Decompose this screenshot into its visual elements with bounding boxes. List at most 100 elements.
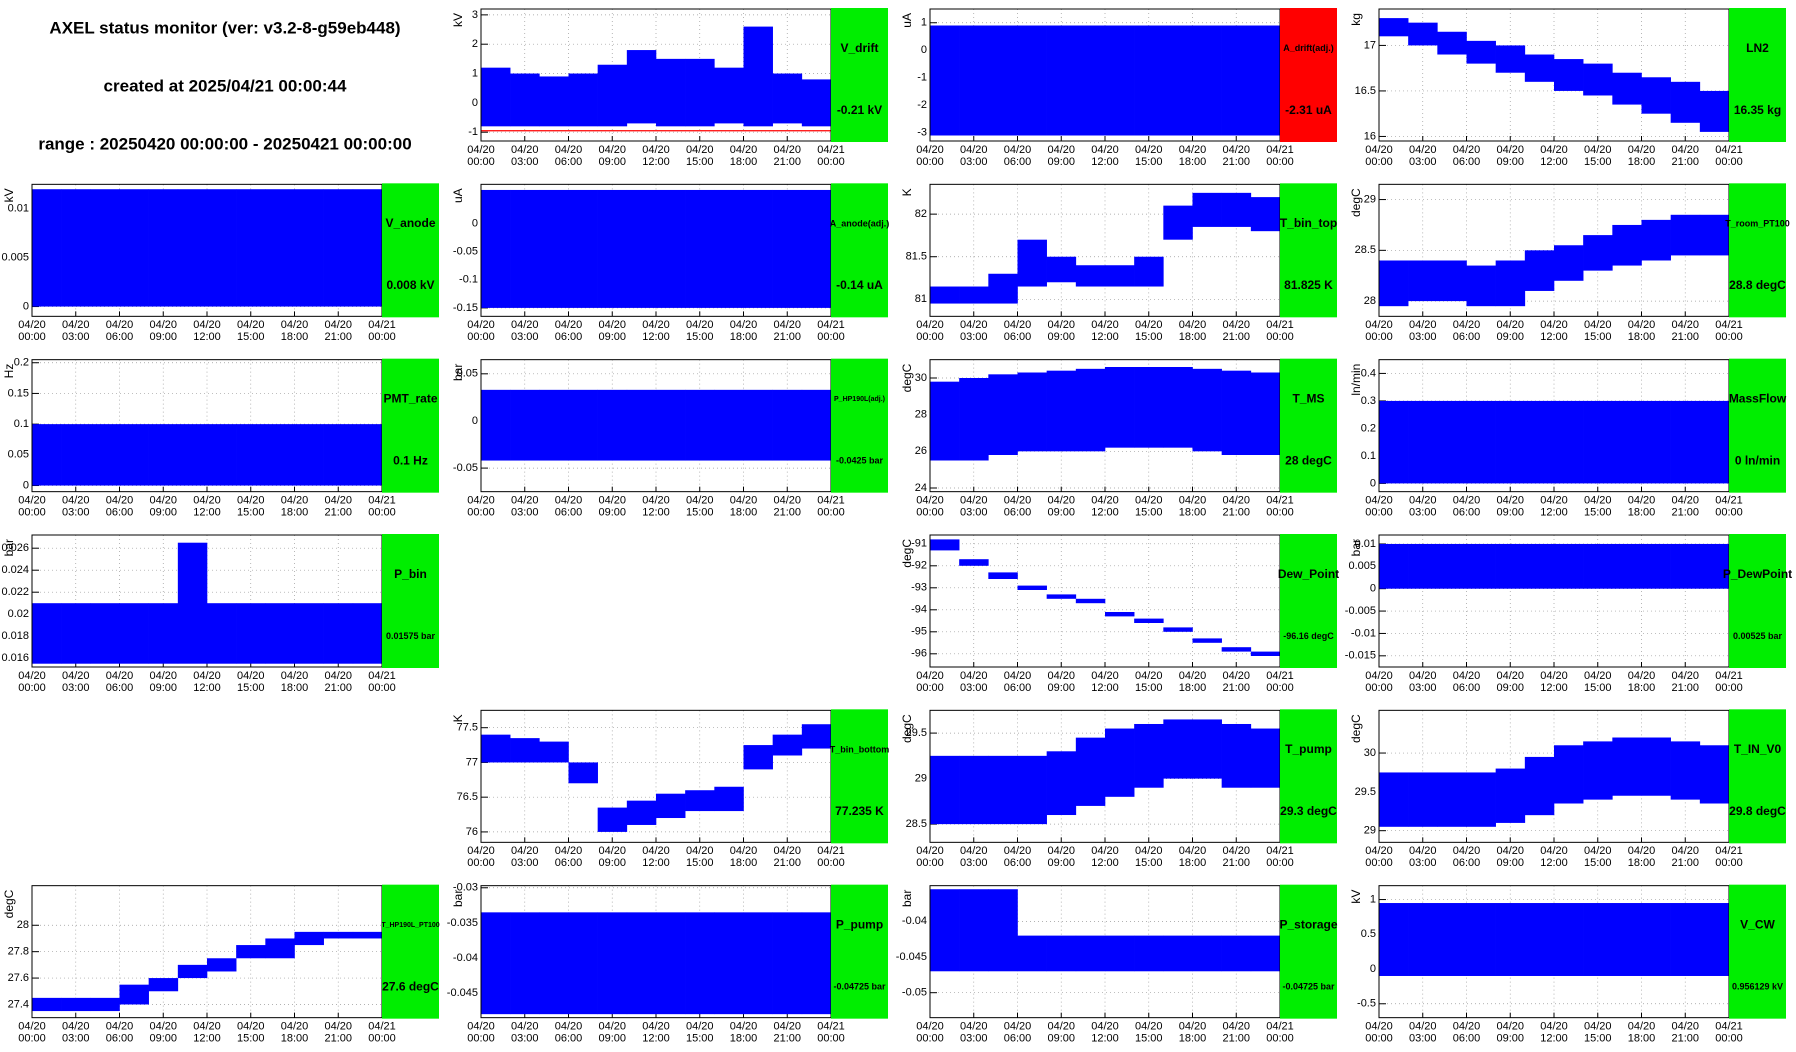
x-tick-time: 15:00	[686, 857, 714, 869]
x-tick-date: 04/20	[1496, 495, 1524, 507]
y-tick-label: 76	[466, 826, 478, 838]
data-band	[481, 912, 511, 1015]
x-tick-time: 12:00	[1091, 156, 1119, 168]
x-tick-date: 04/20	[1047, 495, 1075, 507]
x-tick-date: 04/20	[511, 319, 539, 331]
x-tick-time: 21:00	[773, 857, 801, 869]
x-tick-date: 04/20	[773, 319, 801, 331]
data-band	[1495, 45, 1526, 73]
data-band	[685, 389, 715, 461]
x-tick-date: 04/20	[916, 495, 944, 507]
x-tick-time: 09:00	[1496, 507, 1524, 519]
data-band	[1612, 400, 1642, 484]
x-tick-date: 04/20	[106, 1021, 134, 1033]
y-tick-label: 0.15	[8, 387, 29, 399]
data-band	[714, 67, 744, 124]
x-tick-date: 04/20	[1671, 1021, 1699, 1033]
x-tick-date: 04/20	[686, 319, 714, 331]
x-tick-time: 18:00	[1179, 682, 1207, 694]
status-name: P_pump	[836, 917, 883, 931]
y-tick-label: -1	[468, 126, 478, 138]
x-tick-date: 04/20	[1047, 144, 1075, 156]
status-name: T_room_PT100	[1725, 218, 1790, 228]
data-band	[236, 424, 266, 486]
x-tick-time: 21:00	[1222, 507, 1250, 519]
y-tick-label: 2	[472, 38, 478, 50]
x-tick-date: 04/20	[916, 845, 944, 857]
data-band	[1583, 63, 1613, 96]
status-value: -0.14 uA	[836, 278, 883, 292]
x-tick-time: 15:00	[1584, 156, 1612, 168]
x-tick-time: 00:00	[916, 682, 944, 694]
data-band	[988, 755, 1018, 825]
x-tick-time: 15:00	[1584, 331, 1612, 343]
x-tick-date: 04/20	[1453, 144, 1481, 156]
y-tick-label: 27.4	[8, 998, 29, 1010]
data-band	[236, 603, 266, 664]
x-tick-date: 04/20	[642, 319, 670, 331]
y-tick-label: 0.01	[1355, 538, 1376, 550]
data-band	[1437, 903, 1467, 976]
x-tick-date: 04/20	[1004, 670, 1032, 682]
data-band	[61, 603, 91, 664]
x-tick-time: 03:00	[62, 1033, 90, 1045]
status-box	[1280, 358, 1337, 493]
data-band	[1379, 18, 1409, 37]
data-band	[177, 964, 208, 979]
y-tick-label: -0.005	[1345, 605, 1376, 617]
x-tick-time: 21:00	[324, 507, 352, 519]
x-tick-date: 04/20	[598, 845, 626, 857]
data-band	[1017, 372, 1047, 452]
x-tick-date: 04/20	[1135, 495, 1163, 507]
x-tick-time: 09:00	[149, 682, 177, 694]
x-tick-date: 04/20	[1496, 670, 1524, 682]
x-tick-date: 04/20	[1496, 144, 1524, 156]
status-box	[831, 358, 888, 493]
data-band	[510, 912, 540, 1015]
x-tick-date: 04/20	[1409, 144, 1437, 156]
x-tick-date: 04/20	[106, 319, 134, 331]
x-tick-time: 18:00	[281, 682, 309, 694]
x-tick-time: 09:00	[1047, 331, 1075, 343]
data-band	[988, 25, 1018, 136]
data-band	[743, 189, 773, 308]
data-band	[801, 79, 832, 127]
status-value: 29.3 degC	[1280, 804, 1337, 818]
data-band	[1250, 651, 1281, 656]
data-band	[1583, 903, 1613, 976]
data-band	[1524, 903, 1555, 976]
x-tick-date: 04/20	[1179, 495, 1207, 507]
data-band	[510, 189, 540, 308]
y-tick-label: 0.02	[8, 608, 29, 620]
data-band	[119, 424, 149, 486]
data-band	[568, 189, 598, 308]
x-tick-time: 21:00	[1671, 156, 1699, 168]
data-band	[959, 889, 989, 972]
data-band	[510, 738, 540, 763]
data-band	[1250, 728, 1281, 788]
x-tick-time: 06:00	[1453, 156, 1481, 168]
data-band	[626, 912, 657, 1015]
panel: 04/2000:0004/2003:0004/2006:0004/2009:00…	[1349, 358, 1787, 519]
data-band	[1105, 265, 1135, 287]
x-tick-time: 15:00	[1584, 507, 1612, 519]
data-band	[1192, 638, 1222, 643]
x-tick-time: 03:00	[960, 507, 988, 519]
x-tick-time: 00:00	[817, 857, 845, 869]
x-tick-time: 00:00	[1715, 156, 1743, 168]
y-unit-label: uA	[900, 13, 914, 28]
x-tick-time: 00:00	[916, 507, 944, 519]
data-band	[1466, 543, 1496, 589]
panel: 04/2000:0004/2003:0004/2006:0004/2009:00…	[1349, 8, 1786, 168]
x-tick-time: 12:00	[642, 331, 670, 343]
data-band	[1105, 612, 1135, 617]
x-tick-time: 12:00	[1091, 331, 1119, 343]
data-band	[1075, 598, 1106, 604]
x-tick-time: 18:00	[1179, 156, 1207, 168]
x-tick-date: 04/20	[642, 495, 670, 507]
x-tick-date: 04/21	[1715, 670, 1743, 682]
y-tick-label: 0.01	[8, 203, 29, 215]
data-band	[1437, 543, 1467, 589]
data-band	[1250, 372, 1281, 455]
data-band	[294, 424, 324, 486]
